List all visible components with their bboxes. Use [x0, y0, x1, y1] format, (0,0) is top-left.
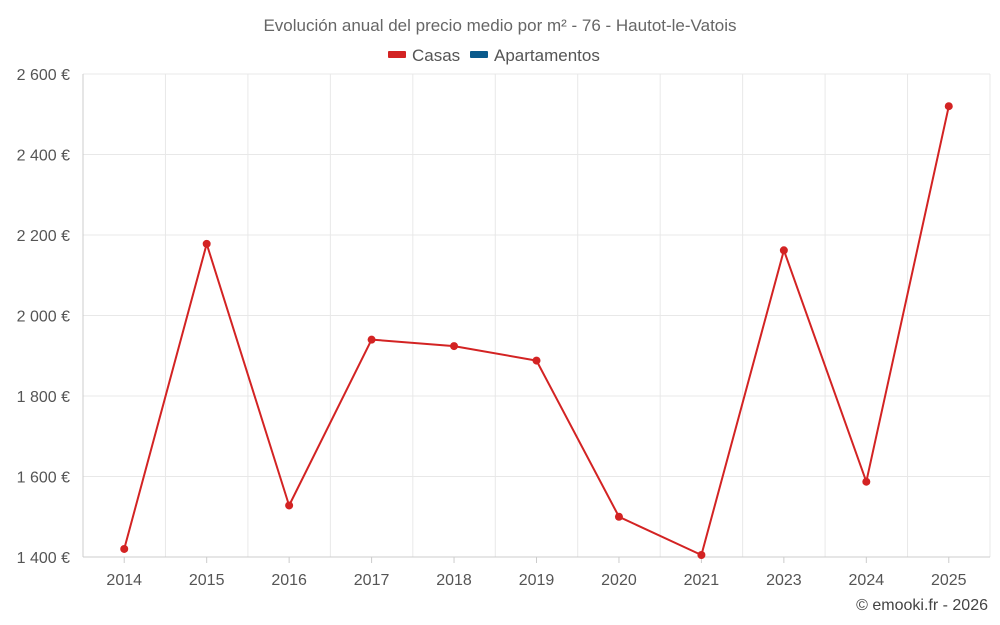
x-tick-label: 2018	[436, 572, 472, 589]
y-axis: 1 400 € 1 600 € 1 800 € 2 000 € 2 200 € 2 400…	[17, 67, 70, 567]
data-point	[285, 501, 294, 510]
data-point	[697, 550, 706, 559]
x-tick-label: 2016	[271, 572, 307, 589]
legend-swatch	[470, 51, 488, 58]
y-tick-label: 2 600 €	[17, 67, 70, 84]
y-tick-label: 1 800 €	[17, 389, 70, 406]
data-point	[532, 356, 541, 365]
y-tick-label: 1 600 €	[17, 470, 70, 487]
x-tick-label: 2021	[684, 572, 720, 589]
data-point	[120, 544, 129, 553]
data-point	[779, 246, 788, 255]
series-layer	[120, 102, 953, 559]
x-tick-label: 2014	[106, 572, 142, 589]
y-tick-label: 2 000 €	[17, 309, 70, 326]
data-point	[614, 512, 623, 521]
x-tick-label: 2025	[931, 572, 967, 589]
legend-item-casas[interactable]: Casas	[388, 46, 460, 65]
x-tick-label: 2023	[766, 572, 802, 589]
chart-title: Evolución anual del precio medio por m² …	[263, 16, 736, 35]
x-tick-label: 2015	[189, 572, 225, 589]
x-tick-label: 2019	[519, 572, 555, 589]
data-point	[202, 239, 211, 248]
credit-text: © emooki.fr - 2026	[856, 597, 988, 614]
legend-item-apartamentos[interactable]: Apartamentos	[470, 46, 600, 65]
data-point	[367, 335, 376, 344]
legend[interactable]: Casas Apartamentos	[388, 46, 600, 65]
y-tick-label: 1 400 €	[17, 550, 70, 567]
data-point	[862, 477, 871, 486]
legend-label: Casas	[412, 46, 460, 65]
data-point	[944, 102, 953, 111]
y-tick-label: 2 400 €	[17, 148, 70, 165]
legend-swatch	[388, 51, 406, 58]
x-tick-label: 2017	[354, 572, 390, 589]
y-tick-label: 2 200 €	[17, 228, 70, 245]
grid	[82, 73, 991, 558]
data-point	[450, 342, 459, 351]
legend-label: Apartamentos	[494, 46, 600, 65]
x-tick-label: 2024	[849, 572, 885, 589]
x-axis: 2014 2015 2016 2017 2018 2019 2020 2021 2023 2024…	[106, 557, 967, 589]
x-tick-label: 2020	[601, 572, 637, 589]
